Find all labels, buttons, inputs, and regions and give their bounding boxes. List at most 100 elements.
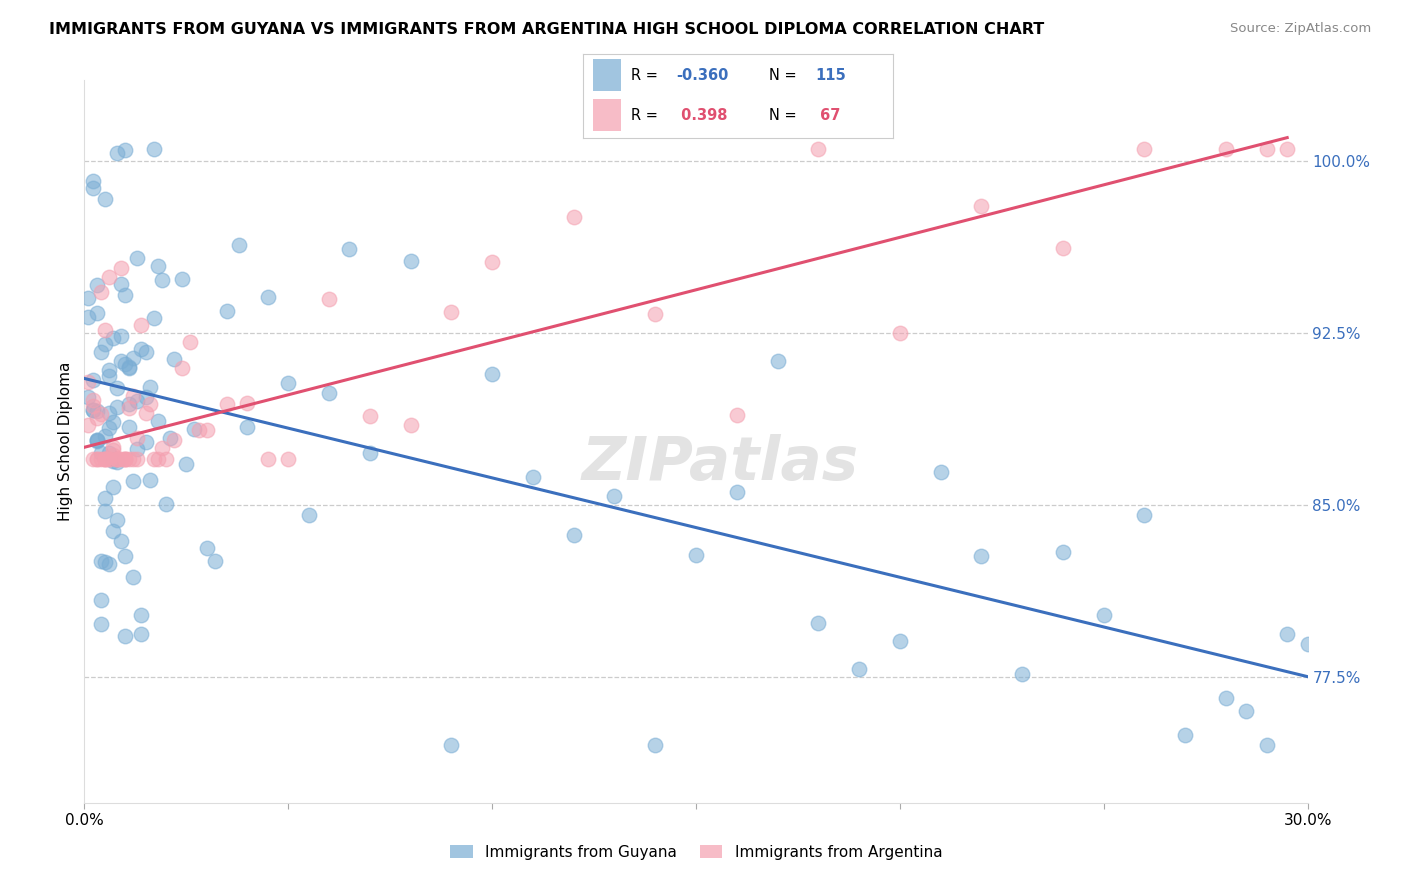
Point xyxy=(172,361,194,376)
Point xyxy=(105,455,128,469)
Point xyxy=(146,260,169,274)
Point xyxy=(135,405,157,419)
Point xyxy=(277,376,299,390)
Point xyxy=(93,555,115,569)
Point xyxy=(131,627,153,641)
Point xyxy=(187,423,209,437)
Point xyxy=(257,290,280,304)
Point xyxy=(970,549,993,563)
Point xyxy=(163,351,186,366)
Point xyxy=(90,451,112,466)
Point xyxy=(725,408,748,422)
Point xyxy=(93,504,115,518)
Point xyxy=(1236,704,1258,718)
Point xyxy=(142,142,165,156)
Point xyxy=(481,367,503,381)
Point xyxy=(1092,607,1115,622)
Point xyxy=(114,288,136,302)
Point xyxy=(122,389,145,403)
Point xyxy=(105,400,128,414)
Point xyxy=(131,342,153,356)
Point xyxy=(97,446,120,460)
Point xyxy=(86,451,108,466)
Point xyxy=(97,557,120,571)
Point xyxy=(97,270,120,285)
Point xyxy=(318,385,340,400)
Point xyxy=(228,238,250,252)
Point xyxy=(179,334,201,349)
Point xyxy=(90,616,112,631)
Point xyxy=(807,615,830,630)
Point xyxy=(82,174,104,188)
Point xyxy=(929,465,952,479)
Text: Source: ZipAtlas.com: Source: ZipAtlas.com xyxy=(1230,22,1371,36)
Point xyxy=(118,397,141,411)
Point xyxy=(195,541,218,555)
Point xyxy=(1215,691,1237,706)
Point xyxy=(122,451,145,466)
Point xyxy=(155,497,177,511)
Text: IMMIGRANTS FROM GUYANA VS IMMIGRANTS FROM ARGENTINA HIGH SCHOOL DIPLOMA CORRELAT: IMMIGRANTS FROM GUYANA VS IMMIGRANTS FRO… xyxy=(49,22,1045,37)
Point xyxy=(93,429,115,443)
Point xyxy=(644,739,666,753)
Point xyxy=(146,451,169,466)
Point xyxy=(114,357,136,371)
Point xyxy=(172,272,194,286)
Point xyxy=(204,554,226,568)
Point xyxy=(725,485,748,500)
Point xyxy=(105,381,128,395)
Point xyxy=(685,548,707,562)
Point xyxy=(114,451,136,466)
Point xyxy=(105,451,128,466)
Point xyxy=(118,360,141,375)
Point xyxy=(127,451,149,466)
Point xyxy=(889,633,911,648)
Point xyxy=(644,307,666,321)
Point xyxy=(127,431,149,445)
Point xyxy=(562,528,585,542)
Point xyxy=(359,445,381,459)
Text: 0.398: 0.398 xyxy=(676,108,728,123)
Point xyxy=(118,451,141,466)
Point xyxy=(1174,728,1197,742)
FancyBboxPatch shape xyxy=(593,59,620,91)
Point xyxy=(114,549,136,563)
Point xyxy=(399,418,422,433)
Point xyxy=(562,210,585,224)
Point xyxy=(97,368,120,383)
Point xyxy=(889,326,911,340)
Point xyxy=(86,434,108,448)
Point xyxy=(138,380,160,394)
Point xyxy=(131,318,153,332)
Point xyxy=(97,406,120,420)
Point xyxy=(848,662,870,676)
Point xyxy=(399,253,422,268)
Point xyxy=(93,491,115,505)
Point xyxy=(114,629,136,643)
Point xyxy=(101,443,124,458)
Point xyxy=(174,457,197,471)
Point xyxy=(1215,142,1237,156)
Point xyxy=(86,277,108,292)
Point xyxy=(86,433,108,447)
Point xyxy=(159,431,181,445)
Point xyxy=(127,251,149,265)
Point xyxy=(90,446,112,460)
Point xyxy=(217,397,239,411)
Point xyxy=(105,451,128,466)
Point xyxy=(150,273,173,287)
Point xyxy=(603,489,626,503)
Point xyxy=(195,424,218,438)
Point xyxy=(118,401,141,415)
Point xyxy=(339,242,361,256)
Point xyxy=(97,451,120,466)
Point xyxy=(122,570,145,584)
Point xyxy=(82,451,104,466)
Text: -0.360: -0.360 xyxy=(676,68,728,83)
Legend: Immigrants from Guyana, Immigrants from Argentina: Immigrants from Guyana, Immigrants from … xyxy=(441,837,950,867)
Point xyxy=(101,454,124,468)
Point xyxy=(114,451,136,466)
Point xyxy=(150,441,173,455)
Point xyxy=(93,192,115,206)
Point xyxy=(82,393,104,408)
